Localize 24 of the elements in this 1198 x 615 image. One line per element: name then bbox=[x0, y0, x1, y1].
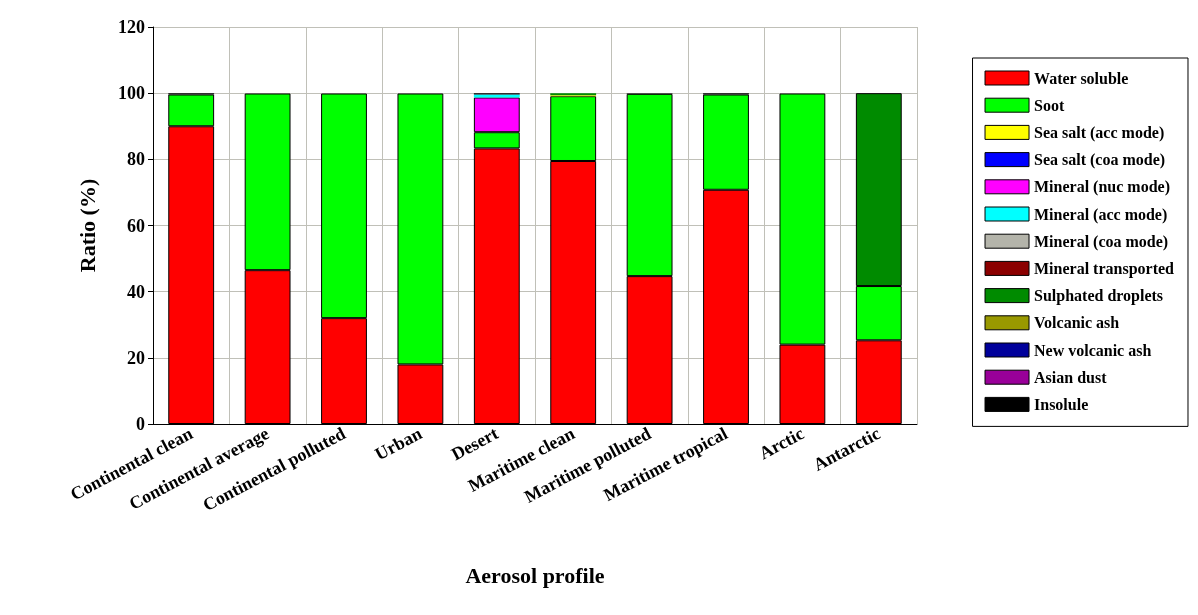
y-axis-title: Ratio (%) bbox=[74, 178, 100, 273]
legend-label: Asian dust bbox=[1034, 368, 1108, 386]
legend-label: Sulphated droplets bbox=[1034, 287, 1164, 306]
x-tick-label: Arctic bbox=[755, 423, 808, 464]
legend-label: Mineral (coa mode) bbox=[1034, 232, 1169, 251]
y-tick-label: 60 bbox=[127, 215, 145, 236]
legend-label: Mineral (nuc mode) bbox=[1034, 178, 1171, 197]
y-tick-label: 20 bbox=[127, 347, 145, 368]
legend-label: Sea salt (acc mode) bbox=[1034, 123, 1165, 142]
legend-label: Water soluble bbox=[1034, 69, 1129, 87]
legend-label: Insolule bbox=[1034, 395, 1089, 413]
legend-label: Soot bbox=[1034, 96, 1065, 114]
x-tick-label: Urban bbox=[371, 423, 426, 465]
y-tick-label: 120 bbox=[118, 17, 145, 37]
y-tick-label: 100 bbox=[118, 83, 145, 104]
legend-label: Volcanic ash bbox=[1034, 314, 1120, 332]
y-tick-label: 0 bbox=[136, 414, 145, 434]
legend-label: Sea salt (coa mode) bbox=[1034, 151, 1166, 170]
legend-label: New volcanic ash bbox=[1034, 341, 1152, 359]
y-tick-label: 80 bbox=[127, 149, 145, 170]
y-tick-label: 40 bbox=[127, 281, 145, 302]
legend-label: Mineral (acc mode) bbox=[1034, 205, 1168, 224]
legend-label: Mineral transported bbox=[1034, 259, 1175, 278]
x-axis-title: Aerosol profile bbox=[465, 562, 605, 588]
